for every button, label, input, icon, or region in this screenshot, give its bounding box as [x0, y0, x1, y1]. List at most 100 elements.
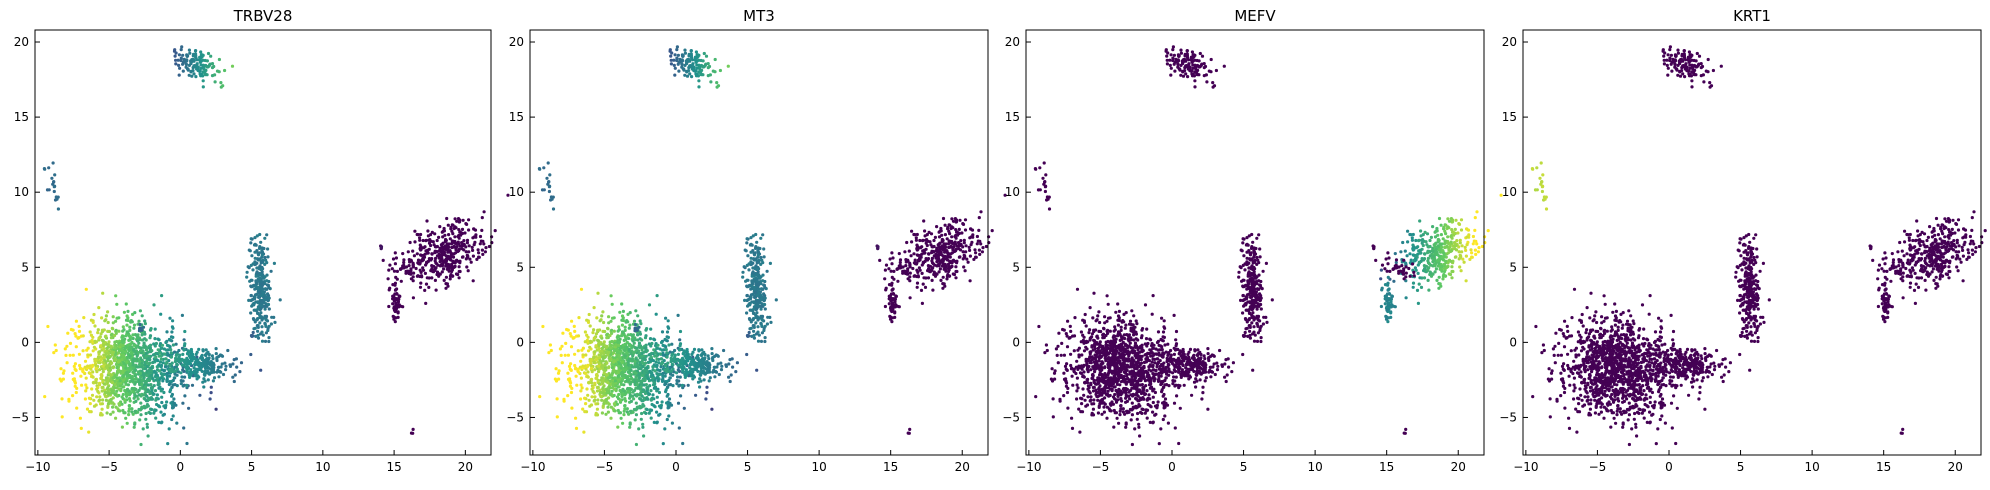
point-mid-vert	[763, 296, 767, 300]
point-big-left	[90, 365, 94, 369]
point-big-left	[158, 360, 163, 364]
point-mid-vert	[260, 299, 264, 303]
point-big-left	[79, 426, 83, 430]
point-right-big	[490, 235, 494, 239]
point-big-left	[149, 327, 153, 331]
point-mid-vert	[753, 246, 758, 250]
point-mid-vert	[253, 320, 257, 324]
point-big-left	[112, 402, 116, 406]
point-big-left	[88, 410, 92, 414]
point-big-left	[126, 331, 130, 335]
point-big-left	[135, 394, 139, 398]
point-big-left	[77, 329, 82, 333]
point-big-left	[130, 386, 134, 391]
point-big-left	[631, 394, 635, 398]
point-right-big	[434, 288, 438, 292]
point-big-left	[84, 383, 88, 387]
point-big-left	[92, 312, 96, 317]
point-right-big	[922, 219, 926, 223]
point-big-left	[173, 365, 177, 369]
point-big-left	[608, 333, 612, 338]
point-big-left	[599, 334, 603, 338]
point-big-left	[170, 330, 174, 334]
point-big-left	[583, 396, 587, 400]
point-big-left	[52, 351, 56, 355]
point-right-big	[413, 240, 417, 244]
point-right-big	[969, 243, 973, 247]
point-mid-vert	[745, 294, 749, 298]
point-right-big	[443, 233, 447, 237]
point-big-left	[681, 441, 685, 446]
point-right-thread	[414, 266, 418, 271]
point-top	[215, 69, 220, 73]
point-top	[192, 72, 196, 76]
point-mid-left	[664, 348, 668, 352]
point-mid-vert	[253, 287, 257, 291]
point-right-big	[471, 279, 475, 283]
point-mid-vert	[258, 264, 262, 268]
point-mid-left	[170, 361, 174, 365]
point-big-left	[584, 402, 588, 406]
point-mid-left	[663, 364, 668, 368]
point-right-thread	[398, 267, 403, 271]
point-mid-vert	[749, 326, 753, 330]
point-big-left	[621, 388, 625, 392]
point-big-left	[114, 319, 118, 323]
point-big-left	[588, 359, 592, 363]
point-right-big	[387, 268, 391, 272]
point-big-left	[157, 363, 161, 367]
point-big-left	[128, 373, 132, 377]
point-top	[180, 45, 184, 49]
point-mid-vert	[249, 284, 253, 288]
point-left-small	[42, 167, 47, 171]
point-right-big	[433, 232, 437, 236]
point-right-small	[884, 288, 888, 292]
point-mid-vert	[254, 274, 258, 278]
point-left-small	[50, 176, 54, 180]
point-big-left	[598, 382, 602, 386]
point-big-left	[170, 379, 174, 383]
point-big-left	[125, 388, 130, 392]
point-right-big	[947, 274, 951, 278]
point-big-left	[136, 351, 140, 355]
point-big-left	[171, 405, 175, 409]
point-big-left	[144, 411, 148, 416]
point-right-big	[484, 246, 488, 250]
point-big-left	[579, 383, 583, 387]
point-big-left	[182, 338, 186, 342]
point-top	[194, 55, 198, 59]
point-right-small	[393, 308, 397, 312]
point-big-left	[548, 343, 553, 347]
point-big-left	[121, 325, 125, 329]
point-big-left	[110, 326, 114, 330]
point-mid-left	[164, 362, 168, 366]
point-big-left	[110, 373, 114, 377]
point-right-big	[454, 251, 458, 255]
point-top	[179, 56, 183, 60]
point-big-left	[129, 367, 133, 372]
point-mid-vert	[263, 236, 267, 240]
point-big-left	[125, 360, 129, 364]
point-big-left	[602, 320, 606, 325]
point-big-left	[124, 334, 128, 338]
point-right-big	[402, 260, 406, 265]
point-right-big	[958, 218, 962, 222]
point-right-small	[391, 302, 395, 306]
point-big-left	[616, 425, 620, 429]
point-big-left	[167, 337, 171, 342]
point-top	[686, 57, 691, 62]
point-mid-left	[195, 350, 199, 354]
point-big-left	[589, 363, 593, 368]
point-mid-left	[169, 351, 173, 355]
point-big-left	[154, 416, 158, 420]
point-mid-left	[169, 348, 173, 352]
point-big-left	[89, 318, 93, 322]
point-right-big	[424, 263, 428, 267]
point-mid-vert	[267, 296, 271, 300]
point-big-left	[120, 425, 124, 429]
point-big-left	[665, 417, 669, 422]
point-big-left	[106, 402, 111, 406]
point-right-big	[445, 216, 449, 221]
point-top	[182, 59, 187, 64]
point-mid-vert	[264, 258, 268, 262]
